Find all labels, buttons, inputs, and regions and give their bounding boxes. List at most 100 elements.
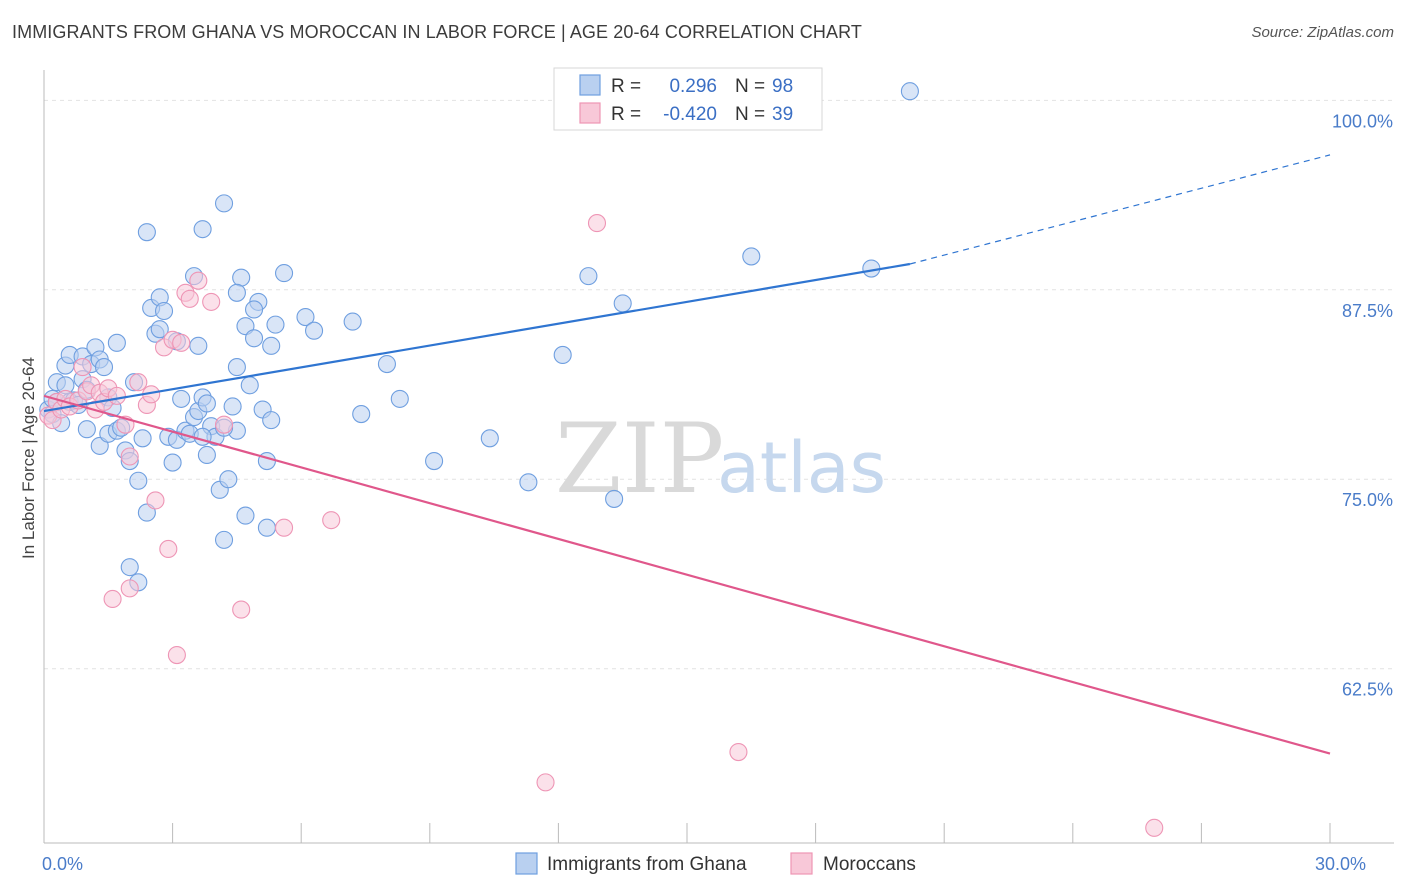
point-moroccans xyxy=(214,415,234,434)
point-moroccans xyxy=(729,743,748,762)
point-moroccans xyxy=(120,447,139,466)
point-ghana xyxy=(244,300,264,319)
point-ghana xyxy=(613,294,632,313)
point-ghana xyxy=(262,336,281,355)
point-ghana xyxy=(480,429,499,448)
point-moroccans xyxy=(146,491,165,510)
point-ghana xyxy=(133,429,152,448)
legend-n-label-moroccans: N = xyxy=(735,104,765,125)
point-moroccans xyxy=(202,292,221,311)
point-ghana xyxy=(77,420,96,439)
point-ghana xyxy=(579,267,598,286)
trend-lines xyxy=(43,154,1331,755)
point-moroccans xyxy=(172,333,191,352)
point-ghana xyxy=(107,333,126,352)
point-ghana xyxy=(129,471,148,490)
point-ghana xyxy=(275,264,294,283)
point-ghana xyxy=(390,389,409,408)
point-ghana xyxy=(352,405,371,424)
legend-bottom-swatch-ghana xyxy=(515,852,538,875)
point-moroccans xyxy=(232,600,251,619)
trend-line-ghana xyxy=(43,262,911,413)
source-credit: Source: ZipAtlas.com xyxy=(1251,24,1394,41)
point-ghana xyxy=(163,453,182,472)
point-ghana xyxy=(343,312,362,331)
point-moroccans xyxy=(103,589,122,609)
y-axis-label: In Labor Force | Age 20-64 xyxy=(19,357,38,559)
point-ghana xyxy=(236,506,255,525)
point-ghana xyxy=(742,247,761,266)
legend-bottom-label-ghana: Immigrants from Ghana xyxy=(547,854,747,875)
point-moroccans xyxy=(587,214,607,233)
legend-series: Immigrants from Ghana Moroccans xyxy=(515,852,916,875)
point-ghana xyxy=(553,345,572,364)
point-moroccans xyxy=(120,579,139,598)
point-moroccans xyxy=(129,373,148,392)
y-tick-label: 100.0% xyxy=(1332,111,1393,131)
point-moroccans xyxy=(536,773,555,792)
point-ghana xyxy=(154,301,174,321)
point-ghana xyxy=(193,220,212,239)
point-ghana xyxy=(150,320,169,339)
point-moroccans xyxy=(73,358,92,377)
point-ghana xyxy=(94,358,114,377)
legend-swatch-moroccans xyxy=(579,102,601,124)
legend-bottom-label-moroccans: Moroccans xyxy=(823,854,916,875)
point-ghana xyxy=(519,473,538,492)
point-ghana xyxy=(605,489,624,508)
tick-labels: 100.0% 87.5% 75.0% 62.5% 0.0% 30.0% xyxy=(42,111,1393,874)
point-ghana xyxy=(227,358,246,377)
point-ghana xyxy=(219,470,238,489)
point-ghana xyxy=(377,354,396,374)
legend-stats: R = 0.296 N = 98 R = -0.420 N = 39 xyxy=(553,67,823,131)
point-ghana xyxy=(189,336,208,355)
legend-r-value-ghana: 0.296 xyxy=(669,76,717,97)
point-ghana xyxy=(197,394,216,413)
point-moroccans xyxy=(167,646,186,665)
axes xyxy=(43,70,1394,844)
watermark-zip: ZIP xyxy=(555,403,724,515)
watermark-atlas: atlas xyxy=(717,427,886,509)
point-moroccans xyxy=(159,539,178,559)
data-points xyxy=(39,82,1164,837)
point-moroccans xyxy=(180,289,199,308)
legend-r-label-moroccans: R = xyxy=(611,104,641,125)
trend-line-moroccans xyxy=(43,394,1331,755)
point-ghana xyxy=(305,321,324,340)
trend-line-ghana-extension xyxy=(909,154,1331,265)
point-ghana xyxy=(262,411,281,430)
point-ghana xyxy=(425,451,444,471)
point-ghana xyxy=(197,445,216,465)
point-ghana xyxy=(266,315,285,334)
point-moroccans xyxy=(322,511,341,530)
point-ghana xyxy=(214,194,234,213)
chart-title: IMMIGRANTS FROM GHANA VS MOROCCAN IN LAB… xyxy=(12,22,862,42)
point-ghana xyxy=(137,223,156,242)
point-moroccans xyxy=(1145,818,1164,837)
legend-r-value-moroccans: -0.420 xyxy=(663,104,717,125)
legend-bottom-swatch-moroccans xyxy=(790,852,813,875)
legend-n-value-moroccans: 39 xyxy=(772,104,793,125)
x-tick-label: 0.0% xyxy=(42,854,83,874)
point-ghana xyxy=(172,389,191,408)
point-ghana xyxy=(240,376,259,395)
point-ghana xyxy=(227,283,246,302)
watermark: ZIP atlas xyxy=(555,403,886,515)
point-ghana xyxy=(257,518,276,537)
legend-r-label-ghana: R = xyxy=(611,76,641,97)
point-moroccans xyxy=(275,518,294,537)
point-moroccans xyxy=(189,271,208,290)
legend-n-value-ghana: 98 xyxy=(772,76,793,97)
y-tick-label: 75.0% xyxy=(1342,490,1393,510)
point-ghana xyxy=(120,558,139,577)
y-tick-label: 62.5% xyxy=(1342,680,1393,700)
legend-n-label-ghana: N = xyxy=(735,76,765,97)
x-tick-label: 30.0% xyxy=(1315,854,1366,874)
legend-swatch-ghana xyxy=(579,74,601,96)
point-ghana xyxy=(900,82,919,101)
point-ghana xyxy=(214,530,234,549)
point-moroccans xyxy=(107,386,126,405)
point-ghana xyxy=(296,308,315,327)
point-ghana xyxy=(223,397,242,416)
